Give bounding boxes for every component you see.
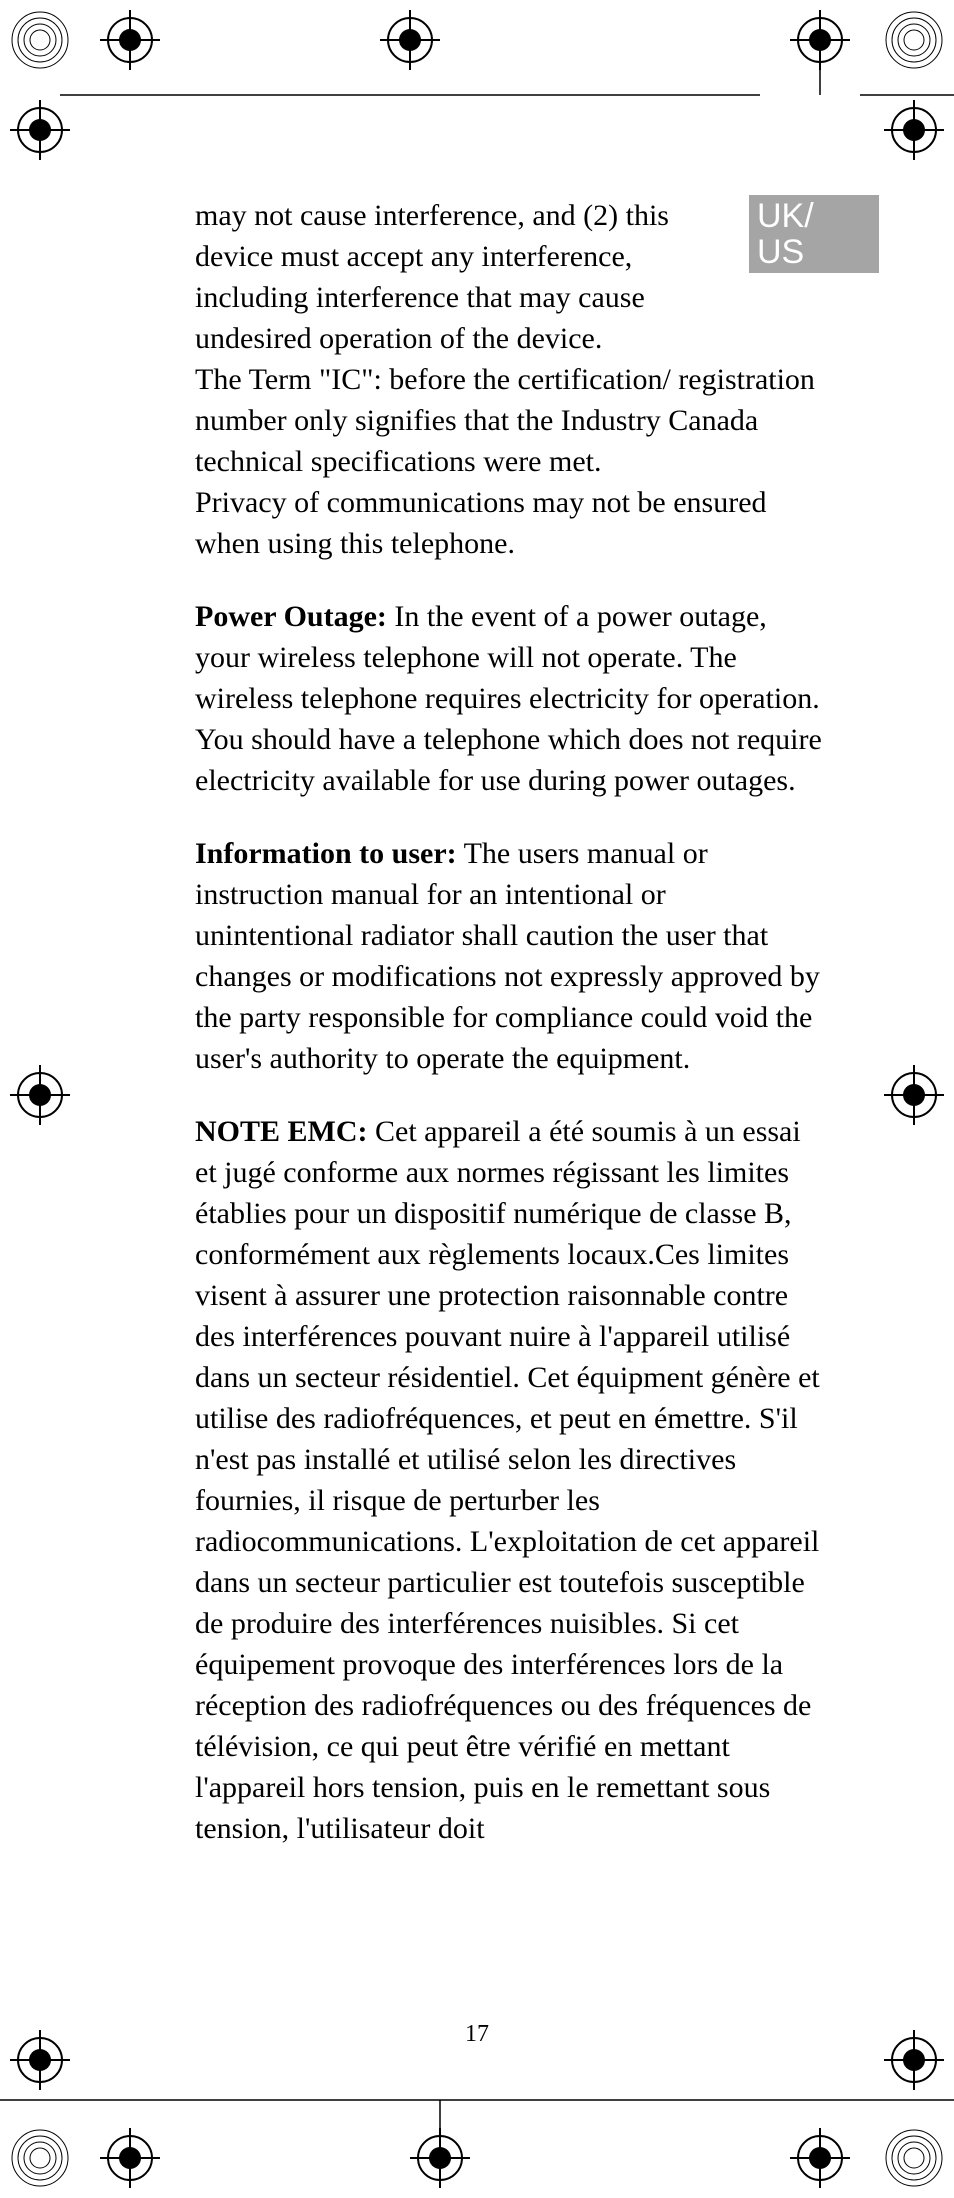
p2-label: Power Outage:	[195, 600, 387, 633]
paragraph-intro: may not cause interference, and (2) this…	[195, 195, 825, 564]
p4-label: NOTE EMC:	[195, 1115, 368, 1148]
p4-body: Cet appareil a été soumis à un essai et …	[195, 1115, 820, 1845]
p1-ic-text: The Term "IC": before the certification/…	[195, 363, 815, 478]
page-content: may not cause interference, and (2) this…	[195, 195, 825, 1881]
paragraph-power-outage: Power Outage: In the event of a power ou…	[195, 596, 825, 801]
p1-intro-text: may not cause interference, and (2) this…	[195, 195, 725, 359]
p1-privacy-text: Privacy of communications may not be ens…	[195, 486, 767, 560]
p3-body: The users manual or instruction manual f…	[195, 837, 820, 1075]
p3-label: Information to user:	[195, 837, 457, 870]
paragraph-info-user: Information to user: The users manual or…	[195, 833, 825, 1079]
page-number: 17	[0, 2021, 954, 2048]
paragraph-note-emc: NOTE EMC: Cet appareil a été soumis à un…	[195, 1111, 825, 1849]
